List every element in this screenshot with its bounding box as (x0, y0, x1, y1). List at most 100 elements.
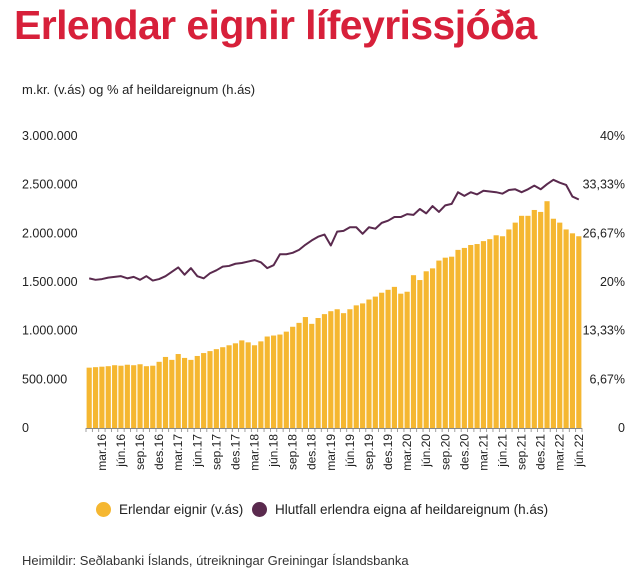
x-axis-tick-label: jún.17 (190, 434, 204, 468)
bar (162, 356, 169, 428)
bar (181, 357, 188, 428)
x-axis-tick-label: sep.18 (286, 434, 300, 470)
left-axis-tick-label: 2.500.000 (22, 178, 78, 192)
bar (258, 341, 264, 428)
bar (194, 355, 200, 428)
bar (156, 361, 162, 428)
x-axis-tick-label: jún.22 (572, 434, 586, 468)
x-axis-tick-label: des.18 (305, 434, 319, 470)
chart-subtitle: m.kr. (v.ás) og % af heildareignum (h.ás… (22, 82, 256, 97)
bar (207, 351, 213, 428)
legend-item-line: Hlutfall erlendra eigna af heildareignum… (252, 502, 548, 517)
x-axis-tick-label: jún.20 (419, 434, 433, 468)
bar (468, 245, 474, 428)
bar (143, 366, 149, 428)
x-axis-tick-label: mar.22 (553, 434, 567, 471)
bar (315, 318, 321, 428)
bar (226, 345, 232, 428)
bar (506, 229, 512, 428)
left-axis-tick-label: 0 (22, 421, 29, 435)
right-axis-tick-label: 0 (618, 421, 625, 435)
left-axis-tick-label: 1.000.000 (22, 324, 78, 338)
bar (372, 296, 378, 428)
bar (569, 233, 576, 428)
bar (251, 345, 258, 428)
bar (271, 335, 277, 428)
x-axis-tick-label: jún.21 (496, 434, 510, 468)
legend-item-bars: Erlendar eignir (v.ás) (96, 502, 243, 517)
bar (340, 313, 347, 428)
bar (474, 244, 480, 428)
bar (404, 291, 410, 428)
bar (309, 323, 315, 428)
bar (334, 309, 340, 428)
bar (245, 342, 251, 428)
bar (328, 311, 334, 428)
x-axis-tick-label: mar.18 (248, 434, 262, 471)
bar (379, 292, 385, 428)
right-axis-tick-label: 20% (600, 275, 625, 289)
x-axis-tick-label: sep.21 (515, 434, 529, 470)
bar (105, 366, 111, 428)
chart-title: Erlendar eignir lífeyrissjóða (14, 2, 537, 48)
x-axis-tick-label: des.20 (457, 434, 471, 470)
bar (118, 365, 124, 428)
bar (175, 354, 181, 428)
bar (429, 268, 436, 428)
bar (544, 201, 550, 428)
legend-swatch-line (252, 502, 267, 517)
bar (455, 249, 461, 428)
bar (499, 236, 506, 428)
x-axis-tick-label: sep.20 (438, 434, 452, 470)
x-axis-tick-label: mar.20 (400, 434, 414, 471)
bar (277, 334, 283, 428)
bar (296, 322, 302, 428)
bar (449, 256, 455, 428)
bar (461, 247, 467, 428)
bar (487, 239, 493, 428)
bar (150, 365, 156, 428)
line-series (88, 178, 580, 282)
bar (480, 241, 487, 428)
x-axis-tick-label: sep.19 (362, 434, 376, 470)
bar (213, 349, 219, 428)
bar (391, 286, 397, 428)
bar (264, 336, 270, 428)
bar (512, 222, 518, 428)
bar (92, 367, 99, 428)
x-axis-tick-label: jún.16 (114, 434, 128, 468)
bar (131, 365, 137, 428)
bar (519, 215, 525, 428)
bar (538, 211, 544, 428)
left-axis-tick-label: 3.000.000 (22, 129, 78, 143)
left-axis-tick-label: 2.000.000 (22, 226, 78, 240)
bar (112, 365, 118, 428)
x-axis-tick-label: des.21 (534, 434, 548, 470)
bar (302, 317, 308, 428)
bar (124, 364, 130, 428)
x-axis-tick-label: jún.19 (343, 434, 357, 468)
bar (493, 235, 499, 428)
x-axis-tick-label: mar.17 (171, 434, 185, 471)
left-axis-tick-label: 500.000 (22, 372, 67, 386)
bar (86, 367, 92, 428)
bar (436, 260, 442, 428)
bar (442, 257, 448, 428)
bar (169, 359, 175, 428)
bar (201, 353, 207, 428)
bar (239, 340, 245, 428)
x-axis-tick-label: mar.16 (95, 434, 109, 471)
bar (188, 359, 194, 428)
x-axis-tick-label: des.17 (228, 434, 242, 470)
bar (137, 364, 143, 428)
legend-swatch-bars (96, 502, 111, 517)
x-axis-tick-label: mar.21 (476, 434, 490, 471)
bar (557, 222, 563, 428)
bar (563, 229, 569, 428)
bar (353, 305, 359, 428)
legend-label-line: Hlutfall erlendra eigna af heildareignum… (275, 502, 549, 517)
bar (220, 347, 226, 428)
bar (423, 271, 429, 428)
bar (550, 218, 556, 428)
